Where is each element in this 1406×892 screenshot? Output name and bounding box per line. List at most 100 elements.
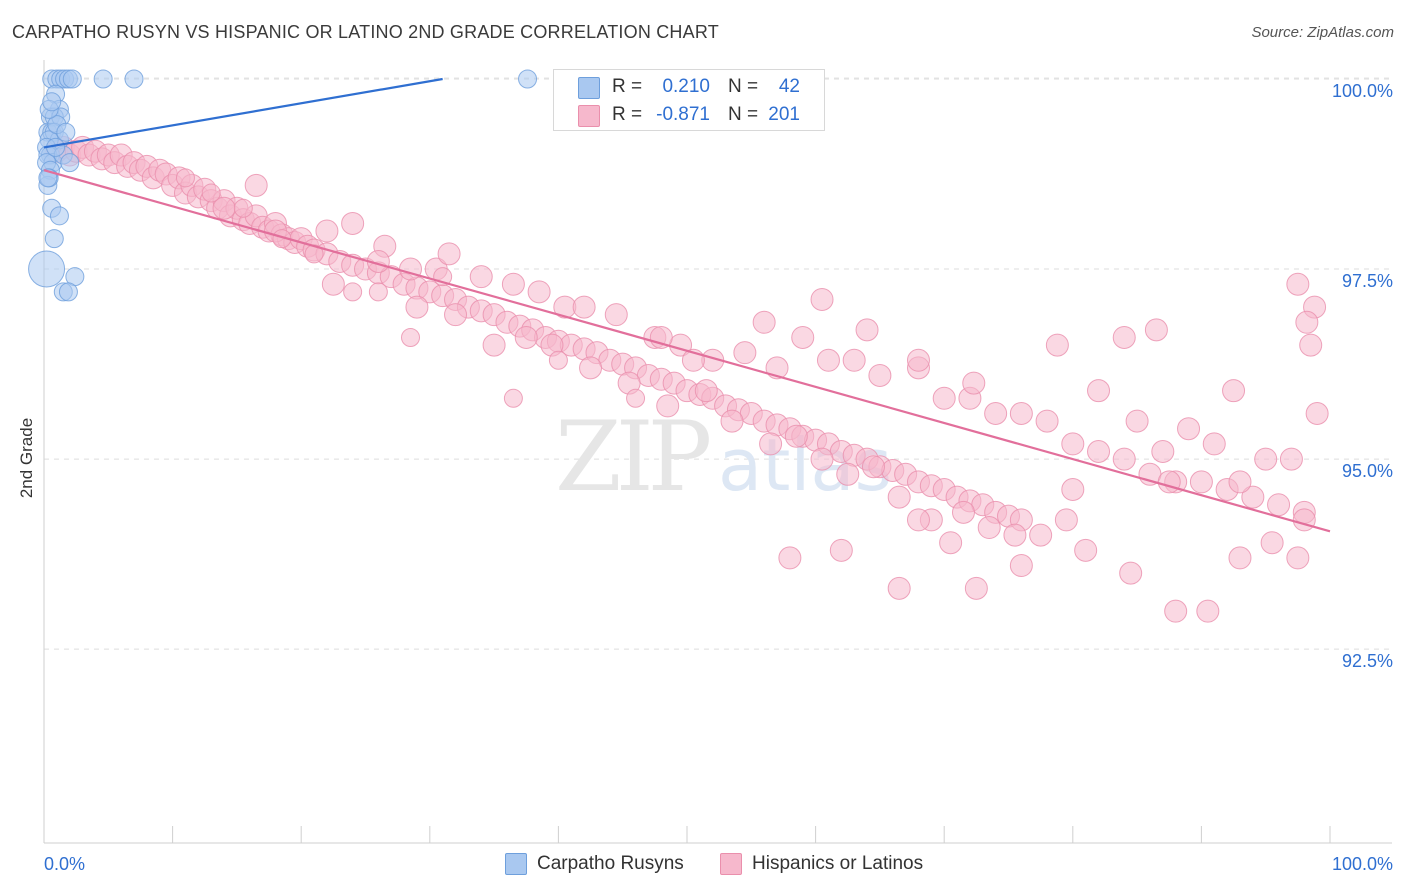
hispanic-point: [1009, 401, 1033, 425]
hispanic-point: [1045, 333, 1069, 357]
hispanic-point: [343, 282, 363, 302]
hispanic-point: [1228, 470, 1252, 494]
source-label: Source: ZipAtlas.com: [1251, 24, 1394, 41]
hispanic-point: [1267, 493, 1291, 517]
hispanic-point: [548, 350, 568, 370]
hispanic-point: [868, 363, 892, 387]
hispanic-point: [1061, 478, 1085, 502]
hispanic-point: [1228, 546, 1252, 570]
bottom-legend-swatch-blue: [505, 853, 527, 875]
hispanic-point: [1087, 379, 1111, 403]
hispanic-point: [1222, 379, 1246, 403]
hispanic-point: [1305, 401, 1329, 425]
hispanic-point: [1144, 318, 1168, 342]
hispanic-point: [816, 348, 840, 372]
x-tick-label-min: 0.0%: [44, 854, 85, 874]
hispanic-point: [1295, 310, 1319, 334]
y-tick-label: 92.5%: [1342, 651, 1393, 671]
hispanic-point: [1292, 508, 1316, 532]
legend-swatch-blue: [578, 77, 600, 99]
hispanic-point: [503, 388, 523, 408]
hispanic-point: [829, 538, 853, 562]
legend-r-value: 0.210: [662, 76, 710, 97]
hispanic-point: [469, 265, 493, 289]
hispanic-point: [1299, 333, 1323, 357]
hispanic-point: [1177, 417, 1201, 441]
hispanic-point: [1009, 554, 1033, 578]
hispanic-point: [1189, 470, 1213, 494]
bottom-legend-label: Hispanics or Latinos: [752, 853, 924, 874]
hispanic-point: [778, 546, 802, 570]
hispanic-point: [836, 462, 860, 486]
hispanic-point: [1157, 470, 1181, 494]
y-tick-label: 100.0%: [1332, 81, 1393, 101]
legend-n-value: 42: [778, 76, 800, 97]
hispanic-point: [906, 348, 930, 372]
hispanic-point: [784, 424, 808, 448]
legend-row-carpatho: R = 0.210 N = 42: [554, 73, 824, 101]
hispanic-point: [579, 356, 603, 380]
carpatho-point: [58, 282, 78, 302]
hispanic-point: [1112, 447, 1136, 471]
hispanic-point: [175, 168, 195, 188]
carpatho-point: [518, 69, 538, 89]
hispanic-point: [1254, 447, 1278, 471]
x-tick-label-max: 100.0%: [1332, 854, 1393, 874]
hispanic-point: [887, 485, 911, 509]
hispanic-point: [810, 287, 834, 311]
hispanic-point: [906, 508, 930, 532]
hispanic-point: [1286, 546, 1310, 570]
hispanic-point: [939, 531, 963, 555]
hispanic-point: [810, 447, 834, 471]
carpatho-point: [124, 69, 144, 89]
hispanic-point: [861, 455, 885, 479]
correlation-legend: R = 0.210 N = 42 R = -0.871 N = 201: [553, 69, 825, 131]
hispanic-point: [368, 282, 388, 302]
legend-r-value: -0.871: [656, 104, 710, 125]
hispanic-point: [977, 516, 1001, 540]
y-tick-label: 95.0%: [1342, 461, 1393, 481]
legend-n-value: 201: [768, 104, 800, 125]
legend-r-label: R =: [612, 76, 643, 97]
carpatho-point: [56, 122, 76, 142]
hispanic-point: [887, 576, 911, 600]
hispanic-point: [1241, 485, 1265, 509]
carpatho-point: [42, 92, 62, 112]
legend-n-label: N =: [728, 76, 759, 97]
legend-swatch-pink: [578, 105, 600, 127]
hispanic-point: [482, 333, 506, 357]
hispanic-point: [720, 409, 744, 433]
series-carpatho-points: [28, 69, 538, 302]
hispanic-trend-line: [43, 169, 1331, 533]
hispanic-point: [501, 272, 525, 296]
hispanic-point: [1029, 523, 1053, 547]
hispanic-point: [1260, 531, 1284, 555]
series-hispanics-points: [45, 135, 1329, 623]
hispanic-point: [1286, 272, 1310, 296]
hispanic-point: [1125, 409, 1149, 433]
hispanic-point: [752, 310, 776, 334]
hispanic-point: [656, 394, 680, 418]
hispanic-point: [1087, 440, 1111, 463]
bottom-legend-label: Carpatho Rusyns: [537, 853, 684, 874]
legend-row-hispanics: R = -0.871 N = 201: [554, 101, 824, 129]
hispanic-point: [514, 325, 538, 349]
hispanic-point: [1151, 440, 1175, 463]
hispanic-point: [399, 257, 423, 281]
hispanic-point: [401, 327, 421, 347]
hispanic-point: [1035, 409, 1059, 433]
hispanic-point: [233, 198, 253, 218]
hispanic-point: [694, 379, 718, 403]
hispanic-point: [201, 183, 221, 203]
carpatho-point: [60, 153, 80, 173]
hispanic-point: [1202, 432, 1226, 456]
hispanic-point: [1074, 538, 1098, 562]
hispanic-point: [1196, 599, 1220, 623]
trend-lines: [43, 77, 1331, 533]
hispanic-point: [444, 303, 468, 327]
hispanic-point: [1054, 508, 1078, 532]
hispanic-point: [842, 348, 866, 372]
hispanic-point: [1112, 325, 1136, 349]
hispanic-point: [932, 386, 956, 410]
